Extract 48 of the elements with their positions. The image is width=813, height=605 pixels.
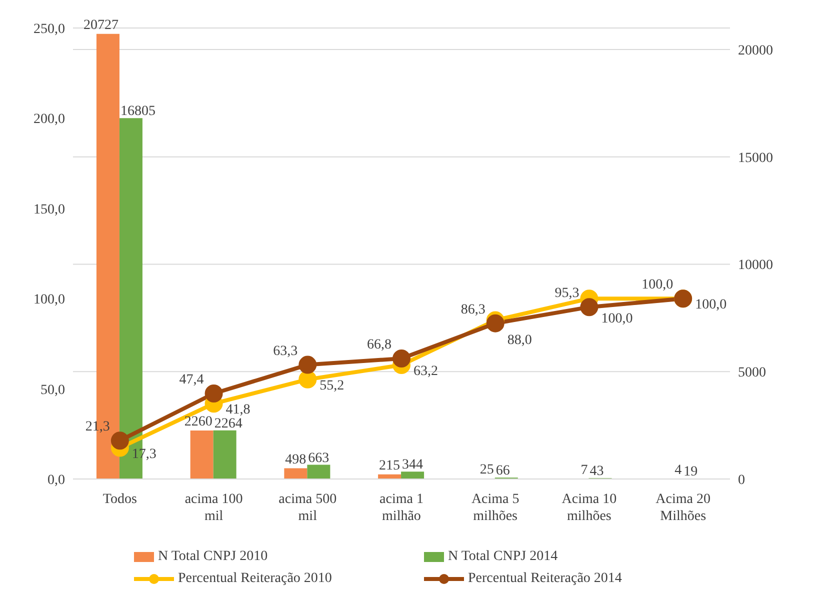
data-label: 215 xyxy=(379,458,400,474)
y2-tick-label: 5000 xyxy=(738,366,766,381)
data-label: 43 xyxy=(590,464,604,480)
legend-label: N Total CNPJ 2014 xyxy=(447,549,559,565)
data-label: 100,0 xyxy=(695,298,727,313)
data-label: 63,3 xyxy=(273,344,298,359)
data-label: 100,0 xyxy=(601,312,633,327)
data-label: 4 xyxy=(674,462,682,478)
x-tick-label: Acima 20 Milhões xyxy=(656,492,710,524)
data-label: 16805 xyxy=(120,104,156,120)
y2-tick-label: 15000 xyxy=(738,150,773,166)
data-label: 19 xyxy=(684,464,698,480)
y-tick-label: 200,0 xyxy=(34,112,65,128)
data-label: 2260 xyxy=(184,414,212,430)
data-label: 663 xyxy=(308,450,330,466)
legend-label: N Total CNPJ 2010 xyxy=(157,549,269,565)
x-tick-label: acima 100 mil xyxy=(184,492,243,524)
legend-label: Percentual Reiteração 2010 xyxy=(177,571,333,587)
data-label: 63,2 xyxy=(414,364,438,379)
data-label: 66 xyxy=(496,464,510,479)
data-label: 25 xyxy=(480,462,494,478)
data-label: 498 xyxy=(285,452,306,468)
x-tick-label: Todos xyxy=(102,492,137,507)
data-label: 100,0 xyxy=(642,278,674,293)
y-tick-label: 100,0 xyxy=(34,292,65,308)
y2-tick-label: 10000 xyxy=(738,258,773,274)
y2-tick-label: 20000 xyxy=(738,43,773,58)
data-label: 88,0 xyxy=(507,333,532,348)
x-tick-label: Acima 10 milhões xyxy=(562,492,617,524)
y2-tick-label: 0 xyxy=(738,472,745,488)
data-label: 344 xyxy=(402,458,424,473)
y-tick-label: 150,0 xyxy=(34,202,65,218)
x-tick-label: Acima 5 milhões xyxy=(471,492,520,524)
data-label: 7 xyxy=(580,462,588,478)
data-label: 55,2 xyxy=(320,378,344,394)
data-label: 95,3 xyxy=(554,286,580,302)
y-tick-label: 0,0 xyxy=(48,472,65,488)
x-tick-label: acima 1 milhão xyxy=(380,492,424,524)
data-label: 20727 xyxy=(83,18,118,33)
data-label: 66,8 xyxy=(367,337,392,352)
y-tick-label: 250,0 xyxy=(34,22,65,37)
data-label: 86,3 xyxy=(460,302,486,318)
x-tick-label: acima 500 mil xyxy=(278,492,337,524)
y-tick-label: 50,0 xyxy=(40,382,65,398)
data-label: 41,8 xyxy=(226,402,250,418)
legend-label: Percentual Reiteração 2014 xyxy=(467,571,623,587)
data-label: 2264 xyxy=(214,416,242,432)
data-label: 47,4 xyxy=(179,372,204,388)
